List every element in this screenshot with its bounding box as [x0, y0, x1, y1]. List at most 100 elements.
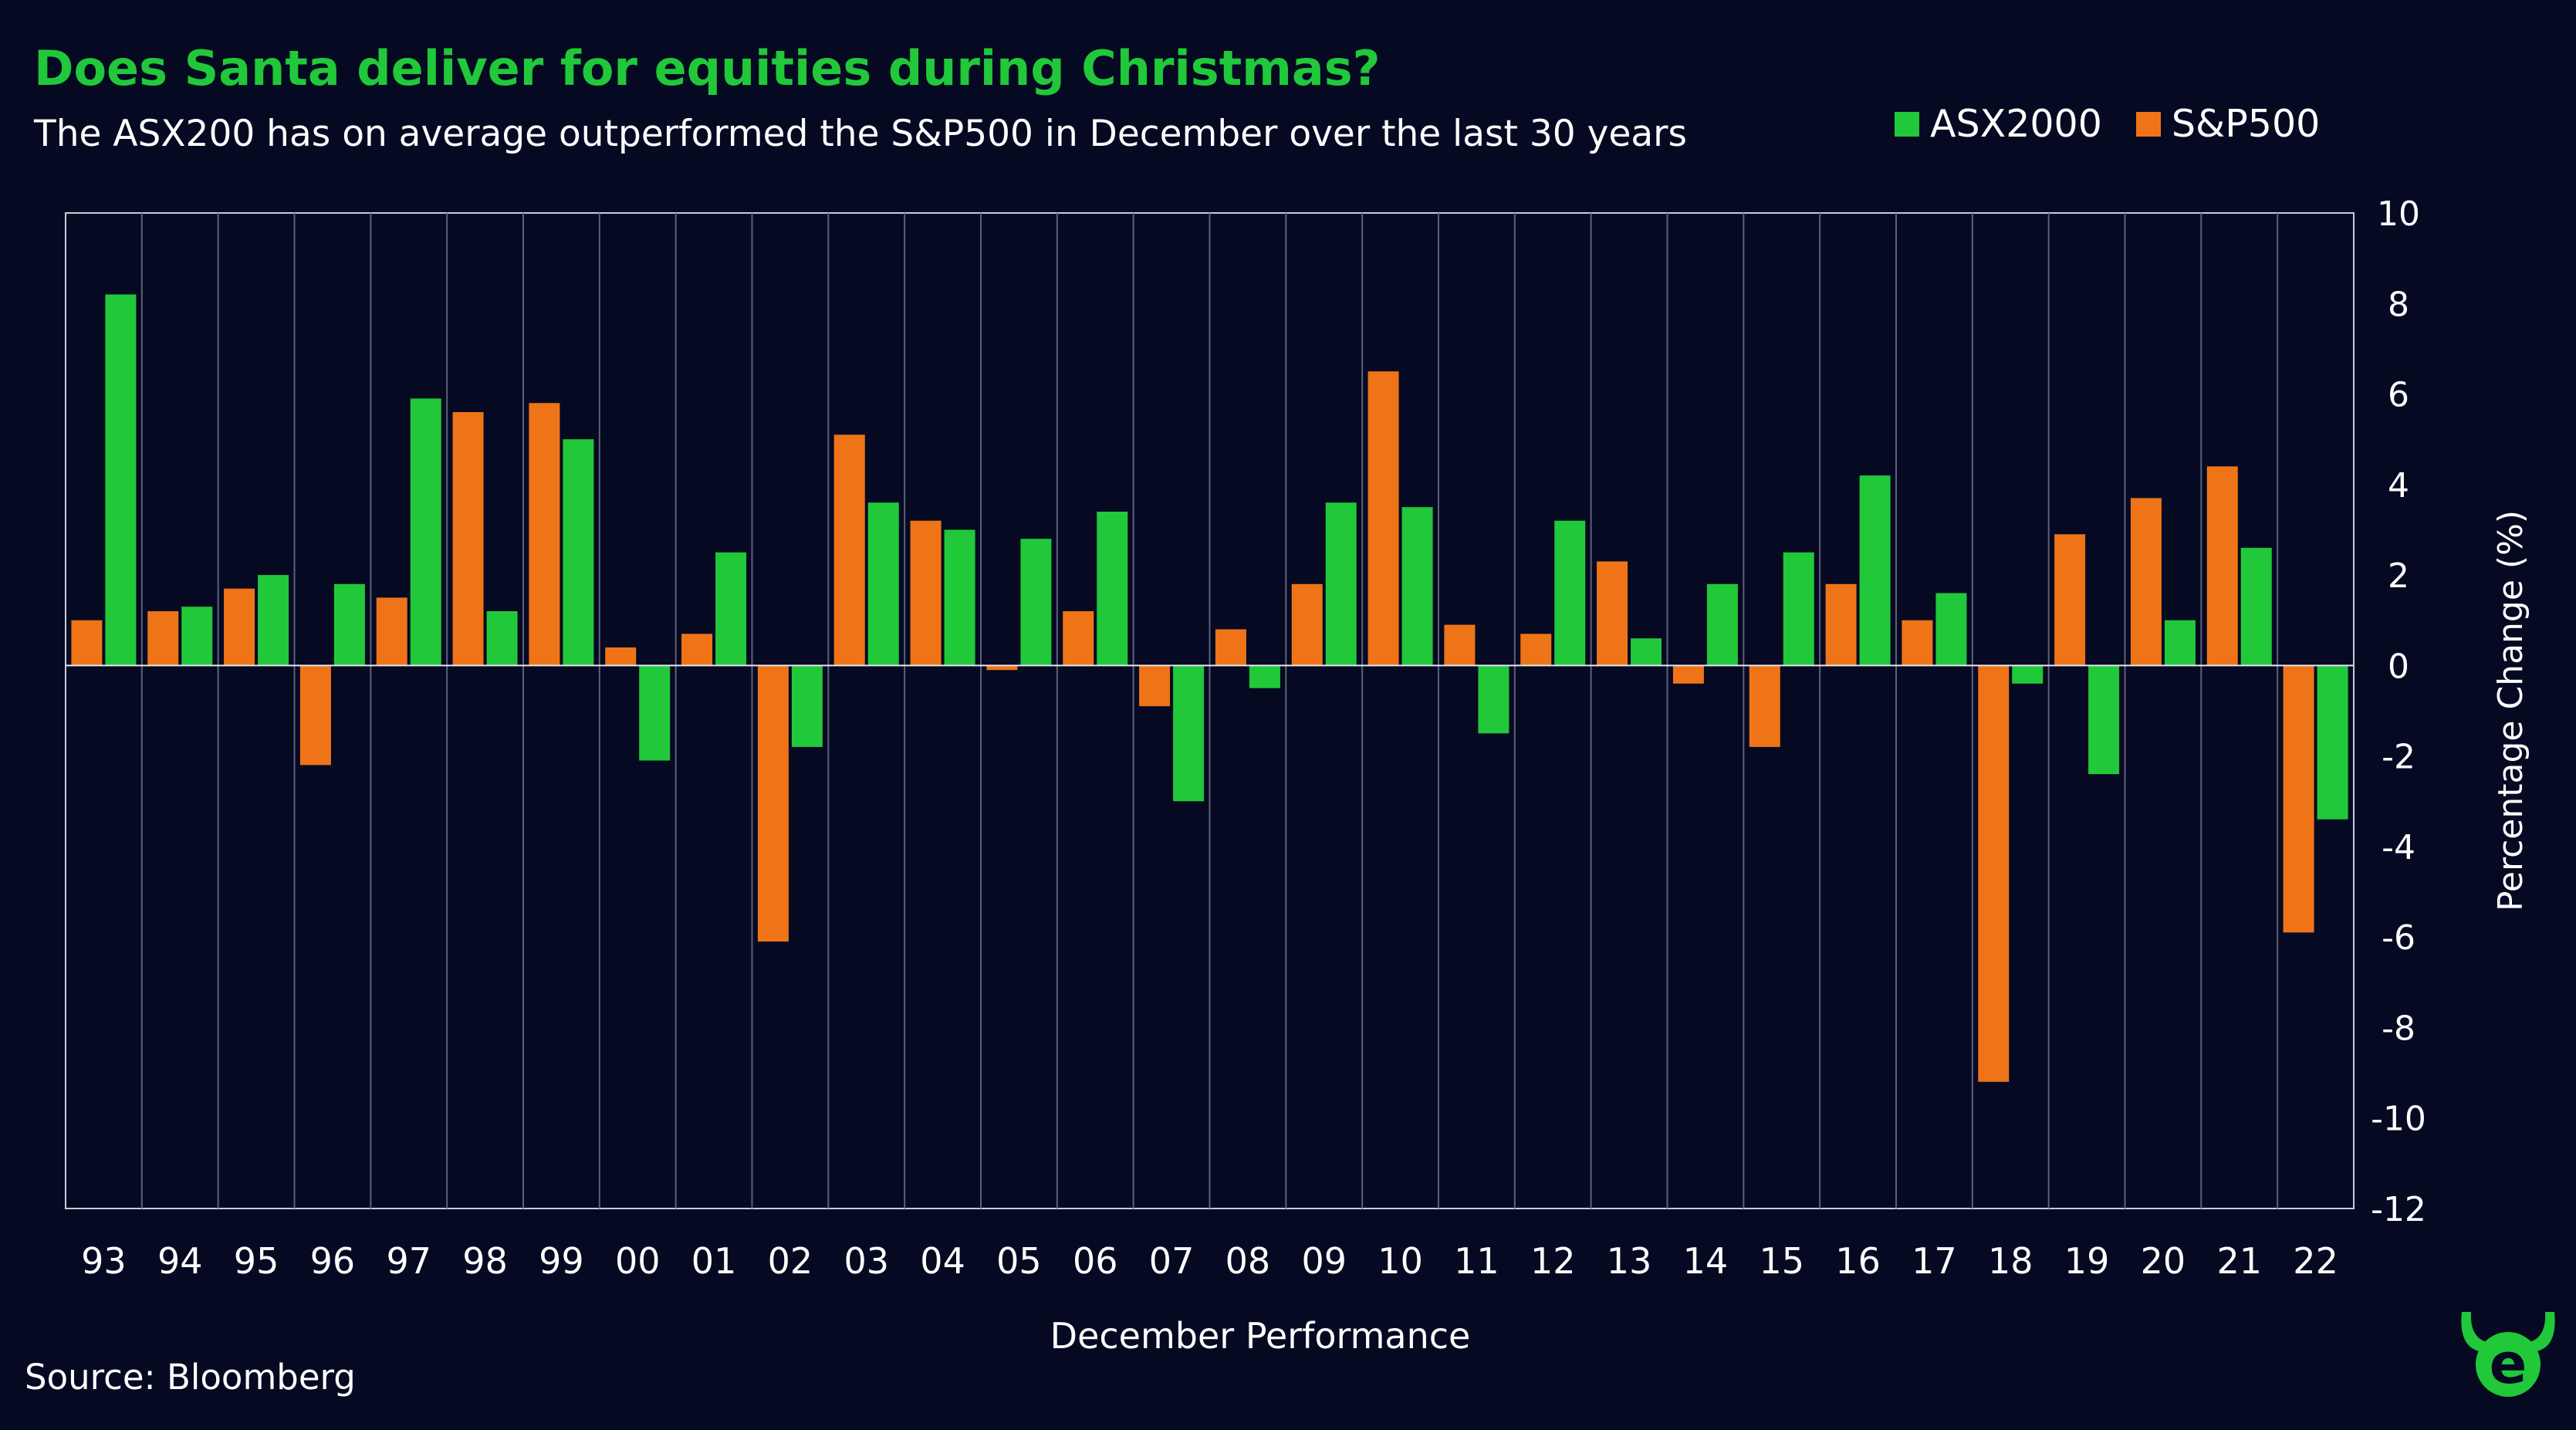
x-tick-label: 17 [1912, 1240, 1957, 1282]
bar-sp500-08 [1215, 629, 1246, 666]
x-tick-label: 09 [1301, 1240, 1347, 1282]
y-tick-label: 0 [2388, 647, 2409, 686]
bar-asx-06 [1097, 512, 1128, 666]
bar-asx-03 [867, 502, 899, 666]
y-tick-label: 2 [2388, 556, 2409, 596]
bars [71, 294, 2348, 1082]
y-tick-label: 6 [2388, 376, 2409, 415]
bar-sp500-14 [1672, 665, 1704, 684]
bar-asx-18 [2012, 665, 2044, 684]
bar-sp500-18 [1978, 665, 2010, 1082]
y-tick-label: 4 [2388, 466, 2409, 505]
x-tick-label: 16 [1835, 1240, 1881, 1282]
x-tick-label: 99 [539, 1240, 584, 1282]
bar-sp500-96 [299, 665, 331, 766]
x-tick-label: 19 [2064, 1240, 2110, 1282]
bar-asx-11 [1478, 665, 1509, 734]
bar-asx-93 [105, 294, 137, 666]
x-tick-label: 04 [920, 1240, 965, 1282]
legend-label-asx: ASX2000 [1930, 102, 2102, 146]
bar-asx-17 [1935, 593, 1967, 666]
y-tick-label: 8 [2388, 285, 2409, 324]
bar-sp500-10 [1367, 371, 1399, 666]
x-axis-label: December Performance [1050, 1315, 1471, 1357]
legend-item-sp: S&P500 [2135, 102, 2321, 146]
bar-sp500-00 [605, 647, 637, 666]
bar-asx-10 [1401, 507, 1433, 666]
legend-label-sp: S&P500 [2171, 102, 2321, 146]
bar-asx-00 [639, 665, 671, 761]
source-note: Source: Bloomberg [25, 1357, 356, 1398]
bar-sp500-19 [2054, 534, 2086, 666]
bar-asx-02 [791, 665, 823, 747]
bar-asx-22 [2317, 665, 2348, 820]
bull-e-logo-icon: e [2461, 1312, 2555, 1397]
bar-asx-99 [563, 439, 594, 666]
x-tick-label: 03 [843, 1240, 889, 1282]
bar-asx-14 [1706, 583, 1738, 666]
x-axis-ticks: 93 94 95 96 97 98 99 00 01 02 03 04 05 06 07 08 09 10 11 12… [81, 1240, 2338, 1282]
y-tick-label: 10 [2377, 194, 2420, 234]
y-tick-label: -2 [2382, 738, 2415, 777]
bar-sp500-94 [147, 611, 179, 666]
bar-sp500-15 [1749, 665, 1780, 747]
bar-sp500-16 [1825, 583, 1857, 666]
bar-asx-07 [1173, 665, 1205, 802]
x-tick-label: 02 [768, 1240, 813, 1282]
bar-sp500-21 [2206, 466, 2238, 666]
y-tick-label: -12 [2371, 1190, 2426, 1229]
legend-swatch-asx [1895, 111, 1919, 137]
x-tick-label: 10 [1378, 1240, 1423, 1282]
legend-swatch-sp [2135, 111, 2161, 137]
bar-sp500-98 [452, 412, 484, 666]
bar-sp500-09 [1291, 583, 1323, 666]
x-tick-label: 11 [1454, 1240, 1499, 1282]
x-tick-label: 07 [1149, 1240, 1195, 1282]
x-tick-label: 20 [2141, 1240, 2186, 1282]
x-tick-label: 93 [81, 1240, 127, 1282]
grid-lines [140, 213, 2279, 1209]
bar-sp500-95 [224, 588, 255, 666]
y-tick-label: -6 [2382, 918, 2415, 958]
bar-sp500-22 [2283, 665, 2314, 933]
bar-asx-15 [1783, 552, 1814, 666]
bar-asx-96 [333, 583, 365, 666]
y-tick-label: -10 [2371, 1100, 2426, 1139]
y-axis-ticks: 10 8 6 4 2 0 -2 -4 -6 -8 -10 -12 [2371, 194, 2426, 1229]
x-tick-label: 13 [1607, 1240, 1652, 1282]
bar-sp500-93 [71, 620, 103, 666]
bar-asx-09 [1325, 502, 1357, 666]
bar-sp500-01 [681, 634, 713, 666]
x-tick-label: 00 [615, 1240, 661, 1282]
bar-sp500-17 [1902, 620, 1933, 666]
x-tick-label: 14 [1683, 1240, 1729, 1282]
bar-sp500-03 [833, 434, 865, 666]
x-tick-label: 97 [386, 1240, 431, 1282]
bar-sp500-02 [757, 665, 789, 942]
x-tick-label: 96 [310, 1240, 356, 1282]
bar-asx-19 [2088, 665, 2120, 775]
x-tick-label: 06 [1073, 1240, 1118, 1282]
bar-asx-01 [715, 552, 747, 666]
bar-sp500-07 [1139, 665, 1171, 707]
bar-asx-21 [2240, 547, 2272, 666]
bar-sp500-06 [1063, 611, 1094, 666]
x-tick-label: 21 [2216, 1240, 2262, 1282]
x-tick-label: 01 [691, 1240, 737, 1282]
bar-asx-97 [410, 398, 441, 666]
bar-asx-98 [486, 611, 518, 666]
legend-item-asx: ASX2000 [1895, 102, 2102, 146]
chart-legend: ASX2000 S&P500 [1895, 102, 2354, 146]
x-tick-label: 95 [234, 1240, 279, 1282]
x-tick-label: 98 [462, 1240, 508, 1282]
bar-sp500-05 [986, 665, 1018, 671]
svg-text:e: e [2490, 1331, 2527, 1396]
x-tick-label: 08 [1225, 1240, 1271, 1282]
x-tick-label: 22 [2293, 1240, 2338, 1282]
x-tick-label: 94 [157, 1240, 203, 1282]
y-tick-label: -4 [2382, 828, 2415, 867]
bar-sp500-12 [1520, 634, 1552, 666]
bar-sp500-97 [376, 597, 407, 666]
bar-sp500-20 [2130, 498, 2162, 666]
